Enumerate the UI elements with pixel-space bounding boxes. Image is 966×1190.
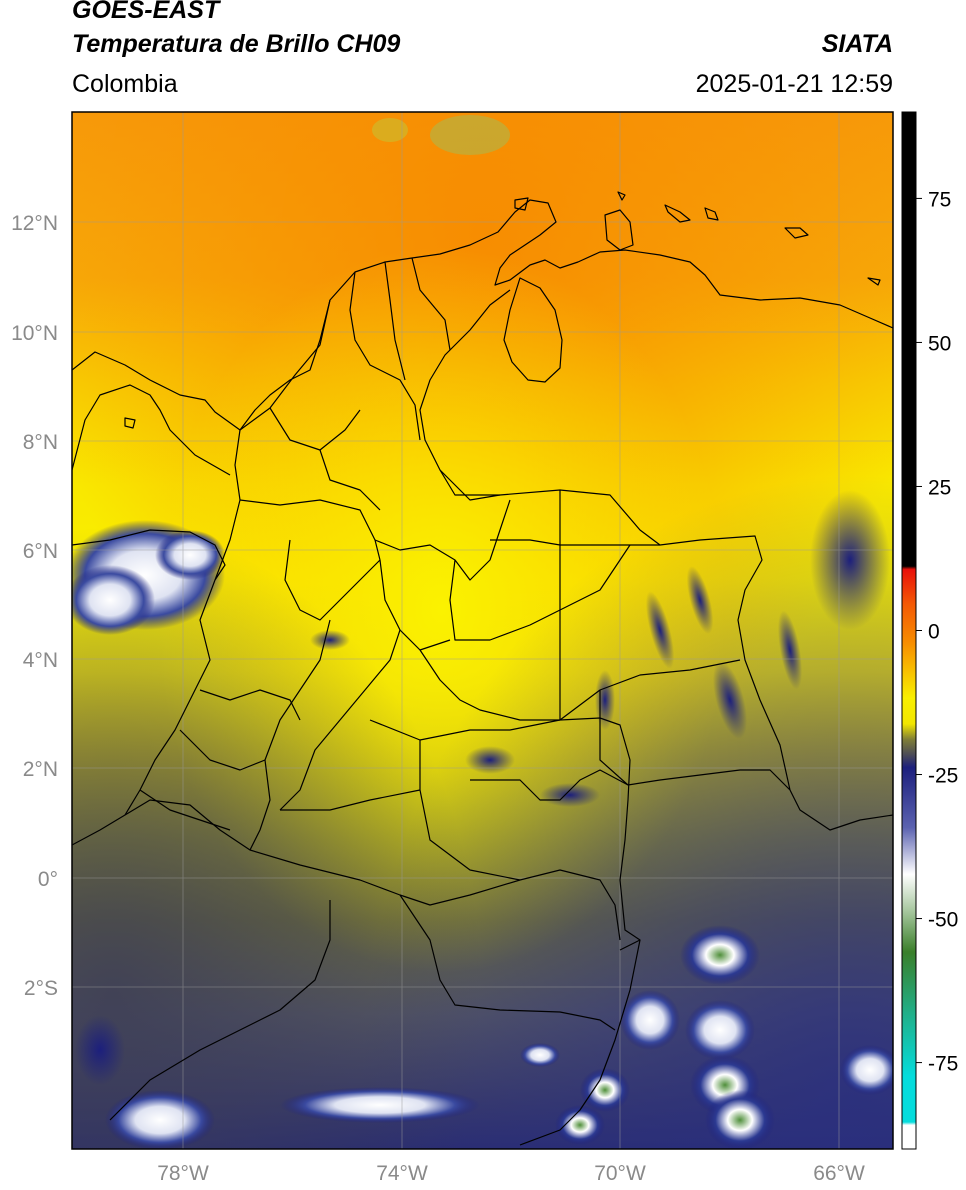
colorbar-scale: [902, 112, 916, 1149]
satellite-title: GOES-EAST: [72, 0, 220, 24]
colorbar-tick-label: 50: [928, 332, 951, 355]
agency-label: SIATA: [821, 30, 893, 58]
brightness-temperature-field: [72, 112, 893, 1149]
lat-tick-label: 0°: [38, 868, 58, 891]
lat-tick-label: 12°N: [11, 212, 58, 235]
colorbar-tick-label: 25: [928, 476, 951, 499]
lat-tick-label: 2°N: [23, 758, 58, 781]
colorbar: 75 50 25 0 -25 -50 -75: [901, 111, 958, 1150]
borders: [72, 191, 893, 1146]
product-title: Temperatura de Brillo CH09: [72, 30, 401, 58]
pacific-coastline: [72, 579, 216, 846]
colombia-venezuela-border: [419, 289, 791, 791]
longitude-labels: 78°W 74°W 70°W 66°W: [157, 1162, 865, 1185]
region-label: Colombia: [72, 70, 178, 98]
colorbar-tick-label: -25: [928, 765, 958, 788]
lon-tick-label: 66°W: [813, 1162, 865, 1185]
lat-tick-label: 8°N: [23, 431, 58, 454]
lon-tick-label: 78°W: [157, 1162, 209, 1185]
lon-tick-label: 70°W: [594, 1162, 646, 1185]
lat-tick-label: 6°N: [23, 540, 58, 563]
map-frame: [71, 111, 894, 1150]
lat-tick-label: 2°S: [24, 977, 58, 1000]
colorbar-tick-label: -50: [928, 909, 958, 932]
lat-tick-label: 4°N: [23, 649, 58, 672]
colorbar-tick-label: -75: [928, 1053, 958, 1076]
colorbar-tick-label: 0: [928, 621, 940, 644]
latitude-labels: 12°N 10°N 8°N 6°N 4°N 2°N 0° 2°S: [11, 212, 58, 1000]
panama-coast: [72, 384, 231, 476]
lat-tick-label: 10°N: [11, 322, 58, 345]
lake-maracaibo: [503, 277, 563, 383]
graticule: [72, 112, 893, 1149]
colorbar-ticks: 75 50 25 0 -25 -50 -75: [916, 188, 958, 1076]
colombia-brazil-border: [559, 490, 641, 951]
colorbar-tick-label: 75: [928, 188, 951, 211]
lon-tick-label: 74°W: [376, 1162, 428, 1185]
datetime-label: 2025-01-21 12:59: [695, 70, 893, 98]
